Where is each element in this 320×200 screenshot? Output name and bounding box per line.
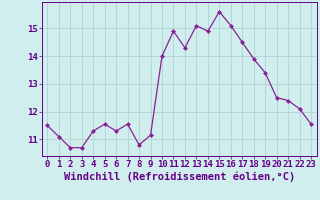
X-axis label: Windchill (Refroidissement éolien,°C): Windchill (Refroidissement éolien,°C) [64,172,295,182]
